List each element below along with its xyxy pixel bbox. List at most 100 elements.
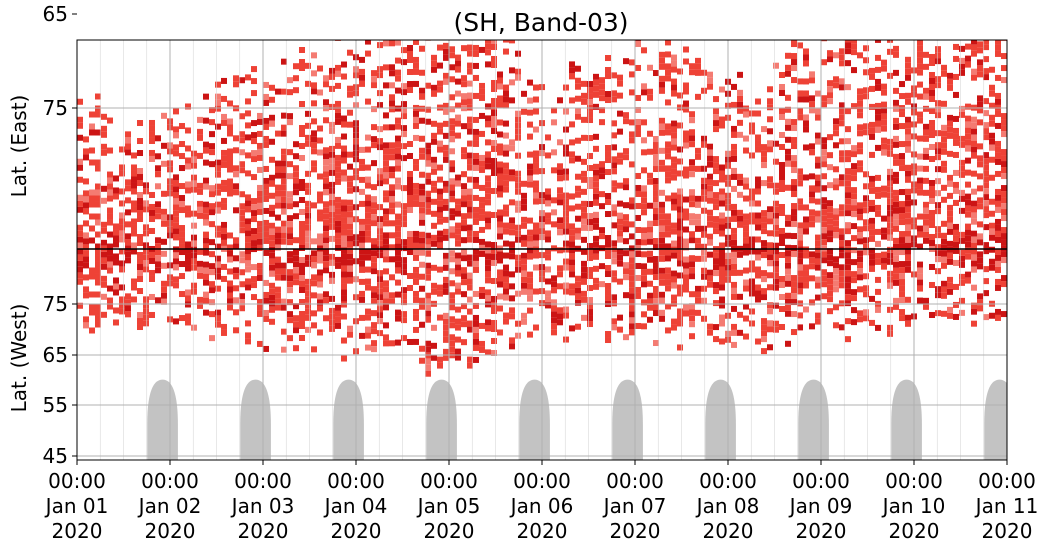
- activity-cell: [605, 271, 611, 278]
- activity-cell: [509, 145, 515, 152]
- activity-cell: [797, 240, 803, 247]
- activity-cell: [161, 280, 167, 287]
- activity-cell: [533, 186, 539, 193]
- activity-cell: [155, 165, 161, 172]
- activity-cell: [527, 97, 533, 104]
- activity-cell: [371, 82, 377, 89]
- activity-cell: [293, 183, 299, 190]
- activity-cell: [347, 265, 353, 272]
- activity-cell: [377, 294, 383, 301]
- activity-cell: [899, 231, 905, 238]
- activity-cell: [671, 156, 677, 163]
- activity-cell: [461, 219, 467, 226]
- activity-cell: [245, 200, 251, 207]
- activity-cell: [395, 291, 401, 298]
- activity-cell: [599, 77, 605, 84]
- activity-cell: [779, 179, 785, 186]
- activity-cell: [425, 238, 431, 245]
- activity-cell: [941, 160, 947, 167]
- activity-cell: [245, 248, 251, 255]
- activity-cell: [215, 255, 221, 262]
- activity-cell: [857, 226, 863, 233]
- activity-cell: [923, 135, 929, 142]
- activity-cell: [83, 256, 89, 263]
- activity-cell: [443, 354, 449, 361]
- activity-cell: [341, 295, 347, 302]
- activity-cell: [257, 220, 263, 227]
- activity-cell: [467, 188, 473, 195]
- activity-cell: [575, 107, 581, 114]
- activity-cell: [107, 213, 113, 220]
- activity-cell: [311, 88, 317, 95]
- activity-cell: [203, 267, 209, 274]
- activity-cell: [605, 193, 611, 200]
- activity-cell: [863, 237, 869, 244]
- activity-cell: [845, 186, 851, 193]
- activity-cell: [887, 144, 893, 151]
- activity-cell: [995, 224, 1001, 231]
- activity-cell: [383, 214, 389, 221]
- activity-cell: [425, 208, 431, 215]
- activity-cell: [413, 194, 419, 201]
- activity-cell: [263, 183, 269, 190]
- activity-cell: [935, 100, 941, 107]
- activity-cell: [899, 207, 905, 214]
- activity-cell: [785, 52, 791, 59]
- activity-cell: [209, 335, 215, 342]
- activity-cell: [791, 77, 797, 84]
- activity-cell: [551, 311, 557, 318]
- activity-cell: [287, 335, 293, 342]
- activity-cell: [77, 266, 83, 273]
- activity-cell: [947, 246, 953, 253]
- activity-cell: [545, 302, 551, 309]
- activity-cell: [959, 141, 965, 148]
- activity-cell: [977, 107, 983, 114]
- activity-cell: [251, 120, 257, 127]
- activity-cell: [881, 257, 887, 264]
- activity-cell: [491, 97, 497, 104]
- activity-cell: [791, 40, 797, 42]
- activity-cell: [857, 202, 863, 209]
- activity-cell: [251, 216, 257, 223]
- activity-cell: [101, 251, 107, 258]
- activity-cell: [413, 230, 419, 237]
- activity-cell: [221, 95, 227, 102]
- activity-cell: [707, 173, 713, 180]
- activity-cell: [449, 214, 455, 221]
- activity-cell: [959, 22, 965, 28]
- activity-cell: [335, 136, 341, 143]
- activity-cell: [833, 82, 839, 89]
- activity-cell: [659, 207, 665, 214]
- activity-cell: [83, 196, 89, 203]
- activity-cell: [443, 318, 449, 325]
- activity-cell: [671, 132, 677, 139]
- x-tick-label: 2020: [703, 519, 754, 543]
- activity-cell: [299, 322, 305, 329]
- activity-cell: [809, 107, 815, 114]
- activity-cell: [461, 321, 467, 328]
- activity-cell: [143, 206, 149, 213]
- activity-cell: [701, 165, 707, 172]
- activity-cell: [899, 297, 905, 304]
- activity-cell: [719, 116, 725, 123]
- activity-cell: [149, 269, 155, 276]
- activity-cell: [491, 169, 497, 176]
- activity-cell: [923, 0, 929, 4]
- activity-cell: [299, 178, 305, 185]
- activity-cell: [935, 16, 941, 22]
- activity-cell: [347, 205, 353, 212]
- activity-cell: [185, 265, 191, 272]
- activity-cell: [719, 254, 725, 261]
- activity-cell: [839, 138, 845, 145]
- activity-cell: [791, 155, 797, 162]
- activity-cell: [791, 287, 797, 294]
- activity-cell: [731, 125, 737, 132]
- activity-cell: [851, 163, 857, 170]
- activity-cell: [617, 152, 623, 159]
- activity-cell: [881, 101, 887, 108]
- activity-cell: [803, 228, 809, 235]
- activity-cell: [707, 239, 713, 246]
- activity-cell: [209, 107, 215, 114]
- activity-cell: [659, 129, 665, 136]
- activity-cell: [665, 279, 671, 286]
